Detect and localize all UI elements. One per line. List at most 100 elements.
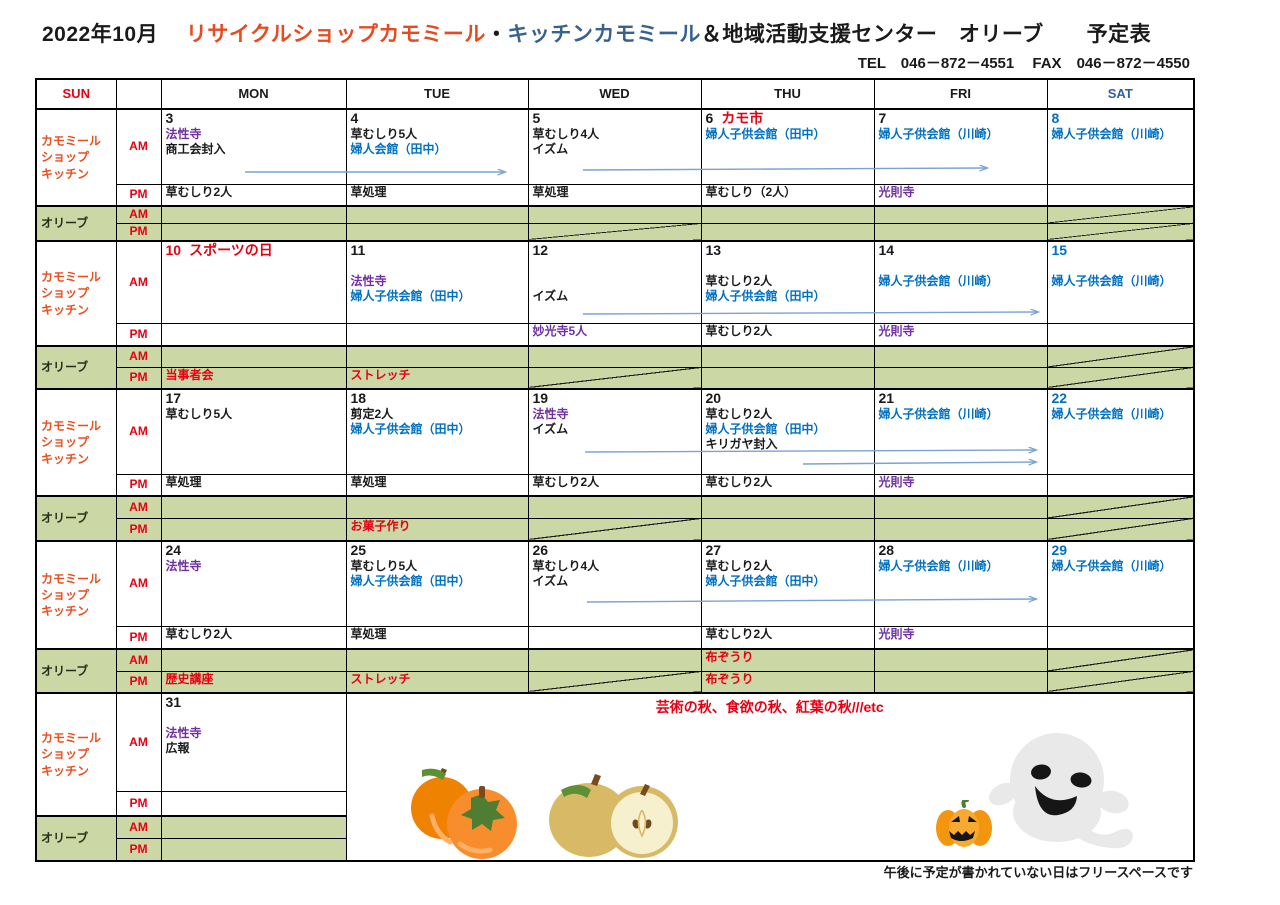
date-13: 13: [706, 243, 873, 259]
week4-pm-row: PM 草むしり2人 草処理 草むしり2人 光則寺: [36, 625, 1195, 650]
am-label: AM: [115, 388, 162, 475]
am-label: AM: [115, 345, 162, 368]
date-26: 26: [533, 543, 700, 559]
date-6: 6 カモ市: [705, 110, 873, 127]
cell-w3-olive-pm-sat: [1046, 517, 1195, 542]
camomile-row-label: カモミール ショップ キッチン: [35, 108, 117, 207]
date-5: 5: [533, 111, 700, 127]
cell-w3-am-wed: 19 法性寺 イズム: [527, 388, 702, 475]
am-label: AM: [115, 648, 162, 672]
cell-w3-olive-am-wed: [527, 495, 702, 519]
cell-w1-olive-am-wed: [527, 205, 702, 224]
cell-w3-am-tue: 18 剪定2人 婦人子供会館（田中）: [345, 388, 529, 475]
am-label: AM: [115, 495, 162, 519]
pumpkin-icon: [935, 800, 992, 847]
event-line: 草むしり4人: [532, 558, 600, 573]
weekday-sun: SUN: [35, 78, 117, 110]
event-line: 布ぞうり: [705, 671, 754, 686]
date-27: 27: [706, 543, 873, 559]
week2-olive-pm-row: PM 当事者会 ストレッチ: [36, 366, 1195, 390]
camomile-label-line: ショップ: [41, 286, 90, 301]
event-line: お菓子作り: [350, 518, 411, 533]
cell-w4-am-sat: 29 婦人子供会館（川崎）: [1046, 540, 1195, 627]
date-number: 28: [878, 542, 895, 558]
cell-w4-olive-am-mon: [160, 648, 347, 672]
cell-w3-olive-pm-wed: [527, 517, 702, 542]
cell-w1-olive-am-fri: [873, 205, 1048, 224]
pm-label: PM: [115, 473, 162, 497]
cell-w2-pm-wed: 妙光寺5人: [527, 322, 702, 347]
event-line: [351, 259, 527, 274]
date-number: 6: [705, 110, 714, 126]
week5-olive-pm-row: PM: [36, 837, 1194, 862]
date-19: 19: [533, 391, 700, 407]
pm-label: PM: [115, 670, 162, 694]
date-number: 7: [878, 110, 887, 126]
weekday-mon: MON: [160, 78, 347, 110]
cell-w4-olive-am-thu: 布ぞうり: [700, 648, 875, 672]
cell-w3-olive-am-thu: [700, 495, 875, 519]
camomile-label-line: キッチン: [41, 451, 90, 466]
camomile-label-line: カモミール: [41, 731, 102, 746]
event-line: 婦人子供会館（川崎）: [878, 126, 999, 141]
date-20: 20: [706, 391, 873, 407]
date-number: 3: [165, 110, 174, 126]
date-number: 10: [165, 242, 182, 258]
event-line: 婦人子供会館（田中）: [705, 288, 826, 303]
cell-w1-pm-thu: 草むしり（2人）: [700, 183, 875, 207]
event-line: 布ぞうり: [705, 650, 754, 664]
date-14: 14: [879, 243, 1046, 259]
event-line: 婦人子供会館（川崎）: [1051, 126, 1172, 141]
pm-label: PM: [115, 837, 162, 862]
date-17: 17: [166, 391, 345, 407]
event-line: 草むしり2人: [705, 323, 773, 338]
date-number: 12: [532, 242, 549, 258]
week5-am-row: カモミール ショップ キッチン AM 31 法性寺 広報 芸術の秋、食欲の秋、紅葉の秋///e…: [35, 692, 1195, 862]
cell-w4-pm-sat: [1046, 625, 1195, 650]
date-18: 18: [351, 391, 527, 407]
event-line: 光則寺: [878, 474, 915, 489]
event-line: 婦人子供会館（田中）: [705, 421, 826, 436]
cell-w4-olive-pm-tue: ストレッチ: [345, 670, 529, 694]
am-label: AM: [115, 108, 162, 185]
weekday-fri: FRI: [873, 78, 1048, 110]
cell-w2-am-thu: 13 草むしり2人 婦人子供会館（田中）: [700, 240, 875, 324]
cell-w4-olive-pm-mon: 歴史講座: [160, 670, 347, 694]
date-4: 4: [351, 111, 527, 127]
date-24: 24: [166, 543, 345, 559]
weekday-header-row: SUN MON TUE WED THU FRI SAT: [35, 78, 1195, 110]
weekday-sat: SAT: [1046, 78, 1195, 110]
week4-olive-am-row: オリーブ AM 布ぞうり: [35, 648, 1195, 694]
week2-am-row: カモミール ショップ キッチン AM 10 スポーツの日 11 法性寺 婦人子供会館（田中） 12…: [35, 240, 1195, 347]
cell-w2-pm-thu: 草むしり2人: [700, 322, 875, 347]
camomile-label-line: カモミール: [41, 270, 102, 285]
event-line: 婦人子供会館（川崎）: [1051, 273, 1172, 288]
camomile-label-line: キッチン: [41, 166, 90, 181]
weekday-tue: TUE: [345, 78, 529, 110]
event-line: 草処理: [532, 184, 569, 199]
cell-w4-pm-mon: 草むしり2人: [160, 625, 347, 650]
cell-w3-olive-am-sat: [1046, 495, 1195, 519]
date-number: 8: [1051, 110, 1060, 126]
camomile-row-label: カモミール ショップ キッチン: [35, 240, 117, 347]
date-note: スポーツの日: [189, 242, 273, 258]
event-line: 草むしり2人: [705, 406, 773, 421]
cell-w1-olive-pm-fri: [873, 222, 1048, 242]
camomile-label-line: ショップ: [41, 150, 90, 165]
cell-w3-olive-am-fri: [873, 495, 1048, 519]
cell-w2-am-fri: 14 婦人子供会館（川崎）: [873, 240, 1048, 324]
event-line: イズム: [532, 288, 569, 303]
cell-w3-olive-pm-mon: [160, 517, 347, 542]
cell-w4-pm-fri: 光則寺: [873, 625, 1048, 650]
cell-w2-pm-fri: 光則寺: [873, 322, 1048, 347]
cell-w3-pm-thu: 草むしり2人: [700, 473, 875, 497]
date-number: 29: [1051, 542, 1068, 558]
title-dot: ・: [485, 23, 508, 46]
event-line: 広報: [165, 740, 190, 755]
cell-w1-olive-pm-mon: [160, 222, 347, 242]
event-line: 草むしり2人: [705, 626, 773, 641]
cell-w2-am-wed: 12 イズム: [527, 240, 702, 324]
date-number: 25: [350, 542, 367, 558]
event-line: 草むしり2人: [705, 474, 773, 489]
